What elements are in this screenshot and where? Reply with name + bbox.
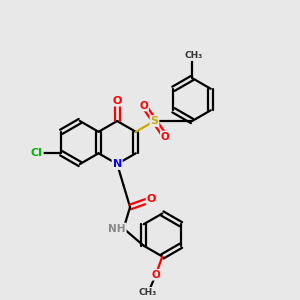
Text: S: S — [151, 116, 158, 126]
Text: CH₃: CH₃ — [184, 51, 203, 60]
Text: O: O — [161, 131, 170, 142]
Text: O: O — [152, 270, 160, 280]
Text: Cl: Cl — [31, 148, 43, 158]
Text: NH: NH — [108, 224, 126, 233]
Text: O: O — [112, 96, 122, 106]
Text: O: O — [147, 194, 156, 204]
Text: CH₃: CH₃ — [139, 288, 157, 297]
Text: N: N — [112, 159, 122, 169]
Text: O: O — [140, 100, 148, 111]
